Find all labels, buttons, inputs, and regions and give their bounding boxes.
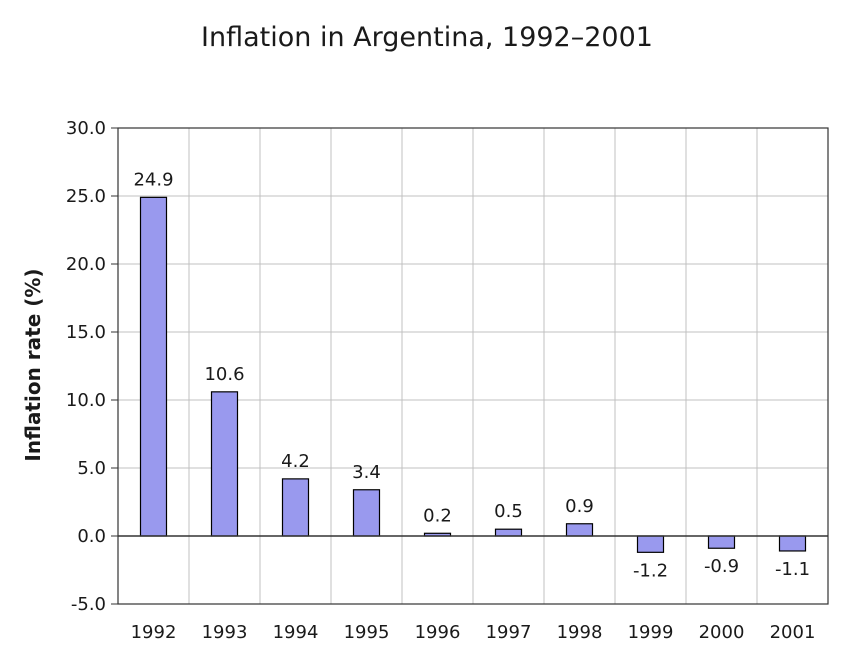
bar-1992 xyxy=(139,196,168,537)
plot-border xyxy=(117,127,829,605)
x-tick-label-1997: 1997 xyxy=(486,622,532,643)
x-tick-label-1992: 1992 xyxy=(131,622,177,643)
y-tick-label: 10.0 xyxy=(66,390,106,411)
data-label-2001: -1.1 xyxy=(775,559,810,580)
bar-1995 xyxy=(352,489,381,537)
x-tick-label-1993: 1993 xyxy=(202,622,248,643)
x-tick-label-2000: 2000 xyxy=(699,622,745,643)
bar-1999 xyxy=(636,535,665,553)
y-tick-label: 20.0 xyxy=(66,254,106,275)
data-label-1998: 0.9 xyxy=(565,496,594,517)
x-tick-label-1996: 1996 xyxy=(415,622,461,643)
data-label-1996: 0.2 xyxy=(423,505,452,526)
y-tick-label: 0.0 xyxy=(77,526,106,547)
y-tick-label: 5.0 xyxy=(77,458,106,479)
data-label-1992: 24.9 xyxy=(133,169,173,190)
data-label-1993: 10.6 xyxy=(204,364,244,385)
y-tick-label: 15.0 xyxy=(66,322,106,343)
y-tick-label: 30.0 xyxy=(66,118,106,139)
data-label-2000: -0.9 xyxy=(704,556,739,577)
y-tick-label: -5.0 xyxy=(71,594,106,615)
chart-title: Inflation in Argentina, 1992–2001 xyxy=(201,22,653,53)
data-label-1999: -1.2 xyxy=(633,560,668,581)
x-tick-label-1999: 1999 xyxy=(628,622,674,643)
y-tick-label: 25.0 xyxy=(66,186,106,207)
bar-2001 xyxy=(778,535,807,552)
bars xyxy=(139,196,807,553)
labels: 30.0 25.0 20.0 15.0 10.0 5.0 0.0 -5.0 24.9 1992 10… xyxy=(66,118,815,643)
bar-1994 xyxy=(281,478,310,537)
bar-2000 xyxy=(707,535,736,549)
data-label-1997: 0.5 xyxy=(494,501,523,522)
data-label-1995: 3.4 xyxy=(352,462,381,483)
x-tick-label-1994: 1994 xyxy=(273,622,319,643)
x-tick-label-1998: 1998 xyxy=(557,622,603,643)
data-label-1994: 4.2 xyxy=(281,451,310,472)
x-tick-label-2001: 2001 xyxy=(770,622,816,643)
x-tick-label-1995: 1995 xyxy=(344,622,390,643)
bar-1997 xyxy=(494,528,523,537)
bar-1998 xyxy=(565,523,594,537)
axes xyxy=(111,127,829,605)
bar-1993 xyxy=(210,391,239,537)
